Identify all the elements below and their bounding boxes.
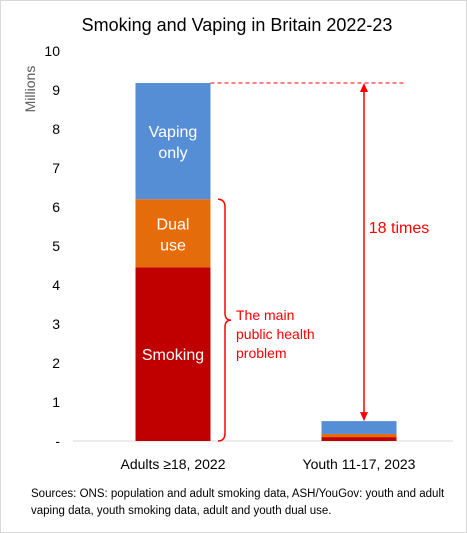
- source-note: Sources: ONS: population and adult smoki…: [31, 488, 445, 517]
- curly-brace: [217, 198, 232, 442]
- bar-segment-dual-use: [135, 199, 211, 268]
- bar-segment-vaping-only: [321, 421, 397, 434]
- y-tick-label: 10: [44, 43, 60, 59]
- chart-title: Smoking and Vaping in Britain 2022-23: [82, 15, 393, 35]
- bars: [135, 82, 397, 441]
- segment-label-vaping: only: [158, 145, 187, 162]
- y-tick-label: 1: [52, 394, 60, 410]
- health-note-line: problem: [236, 345, 287, 361]
- y-tick-label: 9: [52, 82, 60, 98]
- health-note-line: public health: [236, 326, 315, 342]
- ratio-label: 18 times: [369, 220, 429, 237]
- arrow-head-down: [360, 412, 368, 422]
- health-note-line: The main: [236, 307, 294, 323]
- y-axis-ticks: - 1 2 3 4 5 6 7 8 9 10: [44, 43, 60, 449]
- x-tick-label: Youth 11-17, 2023: [303, 456, 416, 472]
- y-tick-label: 6: [52, 199, 60, 215]
- x-tick-label: Adults ≥18, 2022: [121, 456, 226, 472]
- y-tick-label: 5: [52, 238, 60, 254]
- y-axis-label: Millions: [22, 66, 38, 113]
- x-axis-ticks: Adults ≥18, 2022 Youth 11-17, 2023: [121, 456, 416, 472]
- y-tick-label: 4: [52, 277, 60, 293]
- y-tick-label: 2: [52, 355, 60, 371]
- segment-label-vaping: Vaping: [149, 124, 198, 141]
- bar-segment-vaping-only: [135, 82, 211, 200]
- segment-label-smoking: Smoking: [142, 347, 204, 364]
- segment-label-dual: Dual: [157, 216, 190, 233]
- bar-segment-dual-use: [321, 433, 397, 438]
- annotations: 18 times The main public health problem: [210, 82, 433, 442]
- bar-segment-smoking: [321, 437, 397, 441]
- y-tick-label: 3: [52, 316, 60, 332]
- segment-label-dual: use: [160, 237, 186, 254]
- y-tick-label: 7: [52, 160, 60, 176]
- segment-labels: Smoking Dual use Vaping only: [142, 124, 204, 364]
- y-tick-label: -: [55, 433, 60, 449]
- bar-segment-smoking: [135, 267, 211, 441]
- ratio-label-background: [365, 218, 433, 239]
- y-tick-label: 8: [52, 121, 60, 137]
- arrow-head-up: [360, 82, 368, 92]
